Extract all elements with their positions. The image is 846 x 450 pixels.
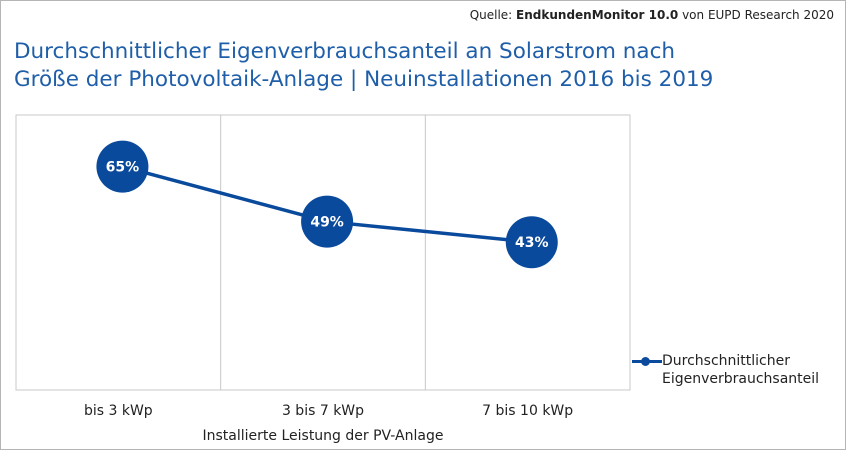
data-label: 49% bbox=[310, 215, 344, 231]
x-tick-label: 3 bis 7 kWp bbox=[282, 403, 364, 419]
legend-marker-icon bbox=[632, 352, 662, 370]
source-prefix: Quelle: bbox=[469, 8, 513, 22]
data-point bbox=[96, 140, 149, 193]
legend-label: Durchschnittlicher Eigenverbrauchsanteil bbox=[662, 353, 820, 387]
chart-title: Durchschnittlicher Eigenverbrauchsanteil… bbox=[14, 38, 834, 94]
source-name: EndkundenMonitor 10.0 bbox=[516, 8, 679, 22]
x-axis-label: Installierte Leistung der PV-Anlage bbox=[203, 428, 444, 444]
data-label: 65% bbox=[106, 160, 140, 176]
data-label: 43% bbox=[515, 235, 549, 251]
legend: Durchschnittlicher Eigenverbrauchsanteil bbox=[632, 352, 846, 388]
data-point bbox=[301, 195, 354, 248]
source-note: Quelle: EndkundenMonitor 10.0 von EUPD R… bbox=[470, 8, 834, 22]
chart-title-line-2: Größe der Photovoltaik-Anlage | Neuinsta… bbox=[14, 67, 714, 92]
x-tick-label: bis 3 kWp bbox=[84, 403, 153, 419]
data-point bbox=[505, 216, 558, 269]
source-suffix: von EUPD Research 2020 bbox=[682, 8, 834, 22]
x-tick-label: 7 bis 10 kWp bbox=[482, 403, 573, 419]
chart-title-line-1: Durchschnittlicher Eigenverbrauchsanteil… bbox=[14, 39, 676, 64]
